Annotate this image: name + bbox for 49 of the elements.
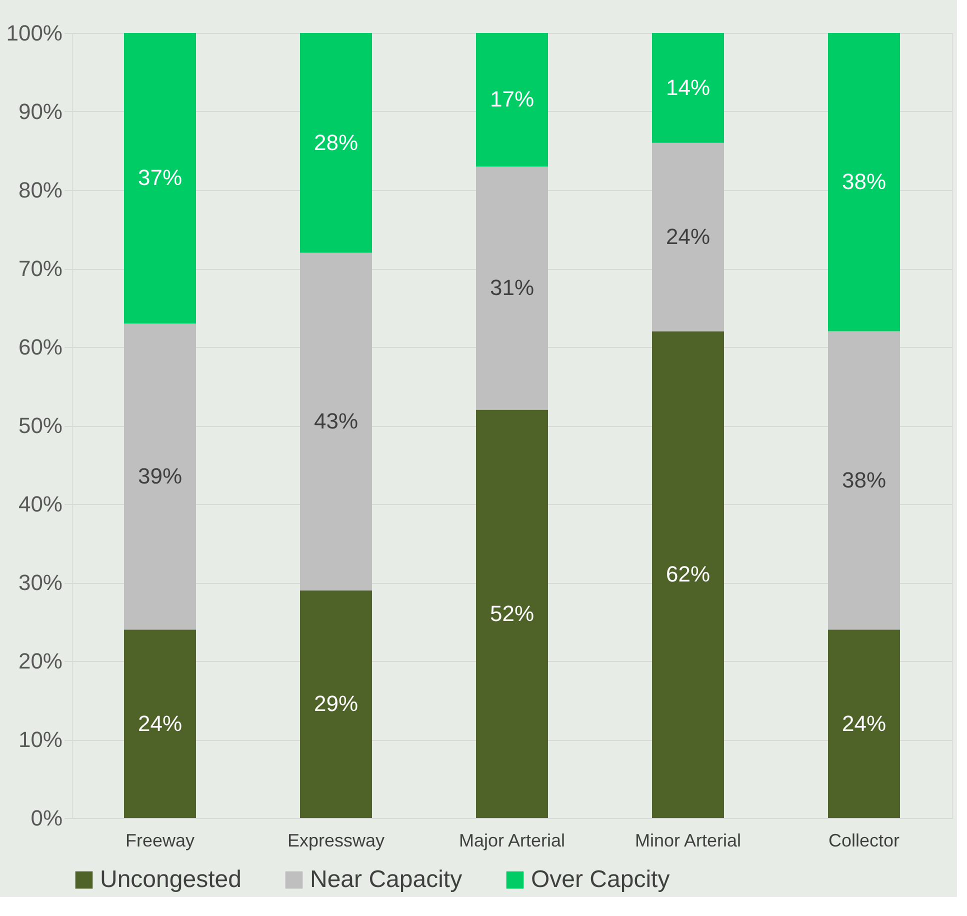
y-tick-label: 10% (18, 727, 62, 752)
data-label: 62% (666, 562, 710, 587)
data-label: 39% (138, 464, 182, 489)
x-tick-label: Minor Arterial (634, 830, 742, 850)
data-label: 28% (314, 130, 358, 155)
legend-label: Over Capcity (531, 866, 670, 893)
bar (124, 33, 196, 324)
data-label: 38% (842, 169, 886, 194)
bar (652, 142, 724, 332)
bar (476, 410, 548, 818)
x-tick-label: Major Arterial (458, 830, 566, 850)
data-label: 14% (666, 74, 710, 100)
y-tick-label: 70% (18, 256, 62, 281)
bar (828, 331, 900, 630)
data-label: 24% (666, 224, 710, 250)
data-label: 37% (138, 165, 182, 190)
y-tick-label: 100% (6, 20, 62, 46)
bar (476, 33, 548, 166)
bar (300, 33, 372, 253)
data-label: 29% (314, 691, 358, 716)
y-tick-label: 60% (18, 334, 62, 360)
y-tick-label: 90% (18, 99, 62, 124)
bar (124, 630, 196, 818)
legend-label: Near Capacity (310, 866, 462, 893)
y-tick-label: 50% (18, 413, 62, 438)
data-label: 38% (842, 467, 886, 492)
bar (476, 166, 548, 410)
x-tick-label: Collector (828, 830, 900, 850)
bar (300, 590, 372, 818)
legend-label: Uncongested (100, 866, 242, 893)
x-tick-label: Expressway (287, 830, 385, 850)
data-label: 52% (490, 600, 534, 626)
y-tick-label: 80% (18, 178, 62, 202)
data-label: 24% (138, 710, 182, 736)
data-label: 43% (314, 408, 358, 434)
bar (652, 33, 724, 143)
y-tick-label: 40% (18, 492, 62, 516)
data-label: 24% (842, 710, 886, 736)
bar (828, 630, 900, 818)
data-label: 31% (490, 275, 534, 300)
y-tick-label: 0% (30, 806, 62, 830)
y-tick-label: 20% (18, 648, 62, 674)
bar (124, 323, 196, 630)
x-tick-label: Freeway (125, 830, 195, 850)
bar (300, 252, 372, 590)
bar (828, 33, 900, 332)
data-label: 17% (490, 86, 534, 112)
y-tick-label: 30% (18, 570, 62, 595)
bar (652, 331, 724, 818)
